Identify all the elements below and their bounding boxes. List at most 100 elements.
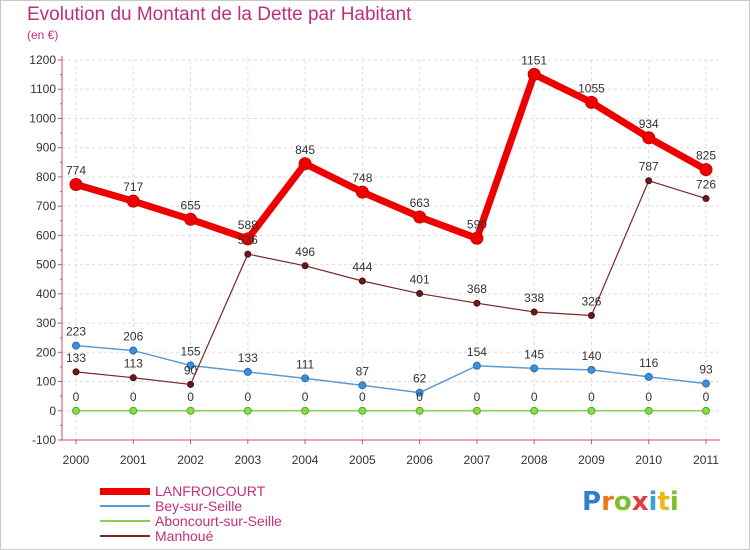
data-point: [530, 406, 539, 415]
data-label: 111: [296, 357, 315, 371]
x-tick-label: 2011: [693, 453, 719, 467]
data-point: [72, 368, 80, 376]
series-line-0: [75, 70, 708, 243]
data-label: 663: [410, 196, 430, 210]
x-tick-label: 2003: [234, 453, 261, 467]
data-label: 536: [238, 233, 258, 247]
data-point: [470, 231, 484, 245]
data-label: 223: [66, 325, 86, 339]
data-label: 0: [244, 390, 251, 404]
data-point: [642, 131, 656, 145]
data-point: [587, 311, 595, 319]
data-label: 155: [181, 344, 201, 358]
x-tick-label: 2007: [464, 453, 491, 467]
data-label: 717: [123, 180, 143, 194]
data-point: [72, 406, 80, 415]
legend-label: LANFROICOURT: [155, 483, 266, 499]
data-point: [72, 341, 80, 350]
data-point: [527, 67, 541, 81]
data-point: [243, 406, 252, 415]
series-line-3: [75, 180, 707, 386]
data-label: 845: [295, 143, 315, 157]
legend-label: Bey-sur-Seille: [155, 498, 243, 514]
data-label: 0: [302, 390, 309, 404]
y-tick-label: 600: [36, 228, 56, 242]
data-point: [186, 361, 195, 370]
y-tick-label: 700: [36, 199, 56, 213]
data-label: 590: [467, 217, 487, 231]
data-label: 1151: [521, 53, 547, 67]
data-label: 87: [356, 364, 370, 378]
data-label: 401: [410, 273, 430, 287]
x-tick-label: 2000: [63, 453, 90, 467]
data-label: 787: [639, 160, 659, 174]
y-tick-label: 800: [36, 170, 56, 184]
data-point: [301, 406, 310, 415]
data-point: [126, 194, 140, 208]
data-point: [355, 185, 369, 199]
brand-letter: o: [613, 487, 632, 517]
y-tick-label: 1200: [29, 53, 56, 67]
data-label: 338: [524, 291, 544, 305]
data-point: [587, 406, 596, 415]
legend-swatch: [100, 487, 150, 495]
y-tick-label: 0: [49, 404, 56, 418]
x-tick-label: 2002: [177, 453, 204, 467]
data-point: [472, 406, 481, 415]
data-label: 655: [181, 198, 201, 212]
data-label: 748: [352, 171, 372, 185]
data-point: [413, 210, 427, 224]
data-point: [243, 367, 252, 376]
data-point: [241, 232, 255, 246]
data-label: 113: [124, 357, 143, 371]
legend-label: Aboncourt-sur-Seille: [155, 513, 282, 529]
data-point: [129, 346, 138, 355]
data-point: [184, 212, 198, 226]
data-label: 0: [645, 390, 652, 404]
data-label: 0: [187, 390, 194, 404]
brand-letter: x: [631, 487, 649, 517]
data-point: [301, 262, 309, 270]
y-tick-label: 1000: [29, 111, 56, 125]
data-label: 0: [359, 390, 366, 404]
data-point: [645, 177, 653, 185]
data-point: [415, 388, 424, 397]
data-label: 62: [413, 372, 427, 386]
data-label: 90: [184, 363, 198, 377]
data-point: [415, 406, 424, 415]
data-label: 1055: [578, 81, 605, 95]
y-tick-label: 500: [36, 258, 56, 272]
brand-logo: Proxiti: [582, 487, 679, 517]
data-point: [129, 374, 137, 382]
x-tick-label: 2009: [578, 453, 605, 467]
brand-letter: i: [648, 487, 658, 517]
data-point: [699, 163, 713, 177]
y-axis-ticks: -100 0 100 200 300 400 500 600 700 800 900 1000 1100…: [29, 53, 56, 447]
data-label: 93: [699, 363, 713, 377]
legend-swatch: [100, 520, 150, 522]
data-label: 140: [581, 349, 601, 363]
data-label: 774: [66, 164, 86, 178]
data-point: [186, 406, 195, 415]
data-point: [69, 178, 83, 192]
chart-title: Evolution du Montant de la Dette par Hab…: [27, 4, 412, 25]
data-label: 0: [531, 390, 538, 404]
brand-letter: r: [601, 487, 614, 517]
data-point: [473, 299, 481, 307]
data-label: 825: [696, 149, 716, 163]
data-label: 588: [238, 218, 258, 232]
series-line-1: [75, 344, 707, 394]
x-tick-label: 2006: [406, 453, 433, 467]
y-tick-label: 400: [36, 287, 56, 301]
x-tick-label: 2008: [521, 453, 548, 467]
axes: [58, 56, 720, 444]
data-point: [129, 406, 138, 415]
data-label: 934: [639, 117, 659, 131]
y-tick-label: 100: [36, 375, 56, 389]
data-point: [298, 157, 312, 171]
data-label: 726: [696, 178, 716, 192]
x-tick-label: 2005: [349, 453, 376, 467]
data-label: 326: [581, 294, 601, 308]
data-point: [644, 406, 653, 415]
data-label: 133: [66, 351, 86, 365]
